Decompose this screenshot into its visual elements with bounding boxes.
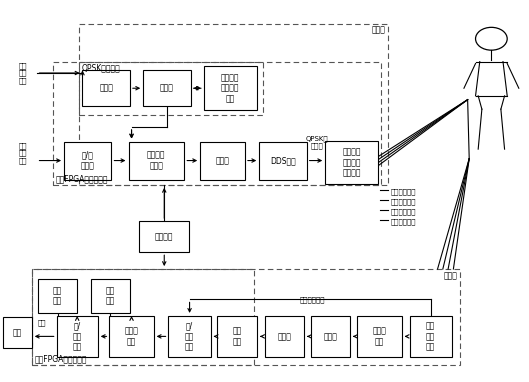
Text: 驱动器: 驱动器 bbox=[215, 156, 229, 165]
Bar bbox=[32, 269, 460, 365]
Text: QPSK调
制信号: QPSK调 制信号 bbox=[306, 135, 329, 149]
Text: 选择器: 选择器 bbox=[160, 84, 174, 93]
Text: 外接
时钟
信号: 外接 时钟 信号 bbox=[19, 62, 28, 84]
Text: 电源模块: 电源模块 bbox=[155, 232, 174, 241]
Text: 同步
信号: 同步 信号 bbox=[106, 286, 115, 305]
Text: 信号
接收
模块: 信号 接收 模块 bbox=[426, 322, 435, 351]
Bar bbox=[79, 62, 263, 115]
Text: 接收机: 接收机 bbox=[443, 271, 457, 280]
Text: 人体
医疗
信号: 人体 医疗 信号 bbox=[19, 142, 28, 164]
Bar bbox=[129, 141, 184, 180]
Bar bbox=[204, 66, 257, 110]
Text: 第四贴片电极: 第四贴片电极 bbox=[391, 218, 417, 225]
Text: 第二贴片电极: 第二贴片电极 bbox=[391, 198, 417, 205]
Bar bbox=[90, 278, 130, 313]
Text: 并/
串变
换器: 并/ 串变 换器 bbox=[72, 322, 82, 351]
Bar bbox=[32, 269, 254, 365]
Bar bbox=[57, 316, 98, 357]
Bar bbox=[64, 141, 112, 180]
Bar bbox=[139, 221, 189, 252]
Text: 锁相环: 锁相环 bbox=[278, 332, 291, 341]
Bar bbox=[200, 141, 245, 180]
Bar bbox=[409, 316, 452, 357]
Text: 基于FPGA的调制模块: 基于FPGA的调制模块 bbox=[56, 174, 108, 183]
Text: 载波
信号: 载波 信号 bbox=[232, 327, 242, 346]
Text: 串/并
变换器: 串/并 变换器 bbox=[81, 151, 95, 170]
Text: 串/
并变
换器: 串/ 并变 换器 bbox=[185, 322, 194, 351]
Bar bbox=[217, 316, 257, 357]
Bar bbox=[325, 141, 378, 185]
Text: 移相器: 移相器 bbox=[324, 332, 338, 341]
Bar bbox=[109, 316, 154, 357]
Text: 差分相位
编码器: 差分相位 编码器 bbox=[147, 151, 166, 170]
Text: 内部时钟
信号产生
模块: 内部时钟 信号产生 模块 bbox=[221, 73, 240, 103]
Bar bbox=[3, 317, 32, 348]
Bar bbox=[264, 316, 304, 357]
Text: 同步
信号: 同步 信号 bbox=[53, 286, 62, 305]
Bar bbox=[143, 70, 190, 106]
Text: 第一贴片电极: 第一贴片电极 bbox=[391, 188, 417, 195]
Bar bbox=[38, 278, 77, 313]
Bar bbox=[168, 316, 211, 357]
Text: 单端电压
转换差分
电流模块: 单端电压 转换差分 电流模块 bbox=[342, 147, 361, 177]
Text: 模拟乘
法器: 模拟乘 法器 bbox=[372, 327, 387, 346]
Text: 信号: 信号 bbox=[38, 319, 46, 325]
Bar bbox=[79, 24, 388, 185]
Text: 调制数字信号: 调制数字信号 bbox=[299, 296, 325, 303]
Text: QPSK调制模块: QPSK调制模块 bbox=[81, 63, 120, 73]
Text: 第三贴片电极: 第三贴片电极 bbox=[391, 208, 417, 215]
Bar bbox=[357, 316, 402, 357]
Text: 抽样判
决器: 抽样判 决器 bbox=[125, 327, 139, 346]
Bar bbox=[83, 70, 130, 106]
Text: 基于FPGA的解调模块: 基于FPGA的解调模块 bbox=[35, 354, 87, 363]
Text: 屏幕: 屏幕 bbox=[13, 328, 22, 337]
Text: DDS模块: DDS模块 bbox=[270, 156, 296, 165]
Text: 发射机: 发射机 bbox=[372, 26, 386, 34]
Bar bbox=[259, 141, 307, 180]
Bar bbox=[311, 316, 350, 357]
Text: 分频器: 分频器 bbox=[99, 84, 113, 93]
Bar bbox=[53, 62, 380, 185]
